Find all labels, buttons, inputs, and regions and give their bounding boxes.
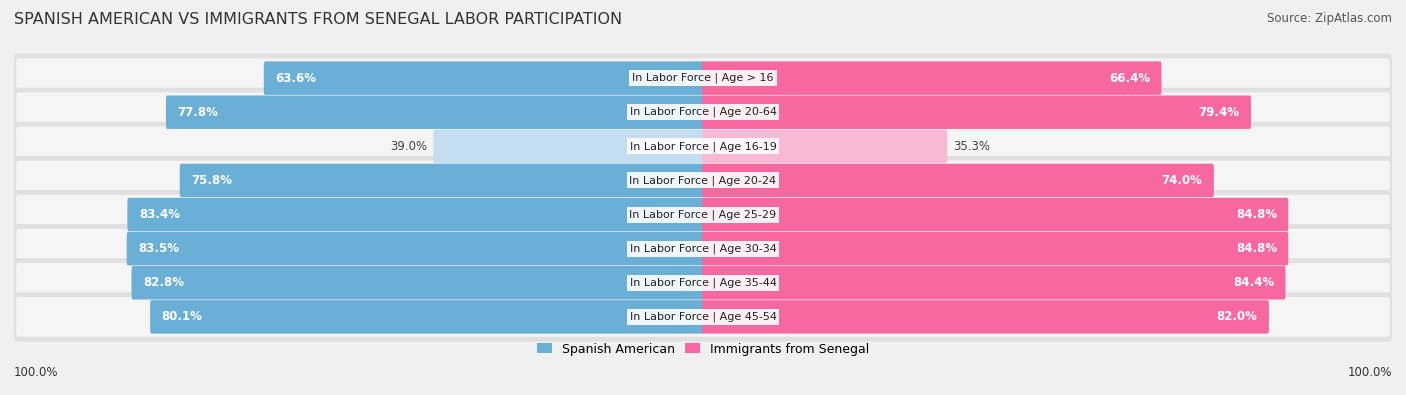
FancyBboxPatch shape	[702, 300, 1270, 334]
Text: In Labor Force | Age 20-64: In Labor Force | Age 20-64	[630, 107, 776, 117]
FancyBboxPatch shape	[14, 88, 1392, 137]
FancyBboxPatch shape	[14, 156, 1392, 205]
Text: 74.0%: 74.0%	[1161, 174, 1202, 187]
FancyBboxPatch shape	[702, 96, 1251, 129]
Text: 100.0%: 100.0%	[1347, 366, 1392, 379]
Text: 77.8%: 77.8%	[177, 106, 218, 119]
FancyBboxPatch shape	[433, 130, 704, 163]
Text: 80.1%: 80.1%	[162, 310, 202, 324]
FancyBboxPatch shape	[15, 58, 1391, 98]
Text: In Labor Force | Age > 16: In Labor Force | Age > 16	[633, 73, 773, 83]
Text: 84.8%: 84.8%	[1236, 242, 1277, 255]
Text: 82.0%: 82.0%	[1216, 310, 1257, 324]
Text: In Labor Force | Age 45-54: In Labor Force | Age 45-54	[630, 312, 776, 322]
FancyBboxPatch shape	[14, 292, 1392, 341]
Text: 84.4%: 84.4%	[1233, 276, 1274, 289]
Text: 84.8%: 84.8%	[1236, 208, 1277, 221]
FancyBboxPatch shape	[166, 96, 704, 129]
Text: In Labor Force | Age 30-34: In Labor Force | Age 30-34	[630, 243, 776, 254]
Text: 83.5%: 83.5%	[138, 242, 179, 255]
Text: 35.3%: 35.3%	[953, 140, 990, 153]
FancyBboxPatch shape	[702, 61, 1161, 95]
Text: In Labor Force | Age 20-24: In Labor Force | Age 20-24	[630, 175, 776, 186]
FancyBboxPatch shape	[132, 266, 704, 299]
Legend: Spanish American, Immigrants from Senegal: Spanish American, Immigrants from Senega…	[533, 339, 873, 359]
FancyBboxPatch shape	[15, 195, 1391, 234]
FancyBboxPatch shape	[14, 258, 1392, 307]
Text: 83.4%: 83.4%	[139, 208, 180, 221]
FancyBboxPatch shape	[15, 161, 1391, 200]
FancyBboxPatch shape	[702, 266, 1285, 299]
Text: 75.8%: 75.8%	[191, 174, 232, 187]
Text: 79.4%: 79.4%	[1199, 106, 1240, 119]
Text: 100.0%: 100.0%	[14, 366, 59, 379]
Text: 63.6%: 63.6%	[276, 71, 316, 85]
Text: 66.4%: 66.4%	[1109, 71, 1150, 85]
FancyBboxPatch shape	[702, 232, 1288, 265]
FancyBboxPatch shape	[150, 300, 704, 334]
Text: SPANISH AMERICAN VS IMMIGRANTS FROM SENEGAL LABOR PARTICIPATION: SPANISH AMERICAN VS IMMIGRANTS FROM SENE…	[14, 12, 623, 27]
FancyBboxPatch shape	[264, 61, 704, 95]
FancyBboxPatch shape	[15, 297, 1391, 337]
FancyBboxPatch shape	[15, 263, 1391, 303]
FancyBboxPatch shape	[14, 224, 1392, 273]
FancyBboxPatch shape	[15, 92, 1391, 132]
FancyBboxPatch shape	[15, 126, 1391, 166]
Text: In Labor Force | Age 16-19: In Labor Force | Age 16-19	[630, 141, 776, 152]
FancyBboxPatch shape	[702, 198, 1288, 231]
FancyBboxPatch shape	[128, 198, 704, 231]
Text: Source: ZipAtlas.com: Source: ZipAtlas.com	[1267, 12, 1392, 25]
FancyBboxPatch shape	[702, 164, 1213, 197]
FancyBboxPatch shape	[702, 130, 948, 163]
FancyBboxPatch shape	[15, 229, 1391, 269]
FancyBboxPatch shape	[127, 232, 704, 265]
Text: 82.8%: 82.8%	[143, 276, 184, 289]
Text: In Labor Force | Age 35-44: In Labor Force | Age 35-44	[630, 278, 776, 288]
FancyBboxPatch shape	[14, 122, 1392, 171]
FancyBboxPatch shape	[14, 54, 1392, 103]
Text: In Labor Force | Age 25-29: In Labor Force | Age 25-29	[630, 209, 776, 220]
FancyBboxPatch shape	[180, 164, 704, 197]
Text: 39.0%: 39.0%	[391, 140, 427, 153]
FancyBboxPatch shape	[14, 190, 1392, 239]
